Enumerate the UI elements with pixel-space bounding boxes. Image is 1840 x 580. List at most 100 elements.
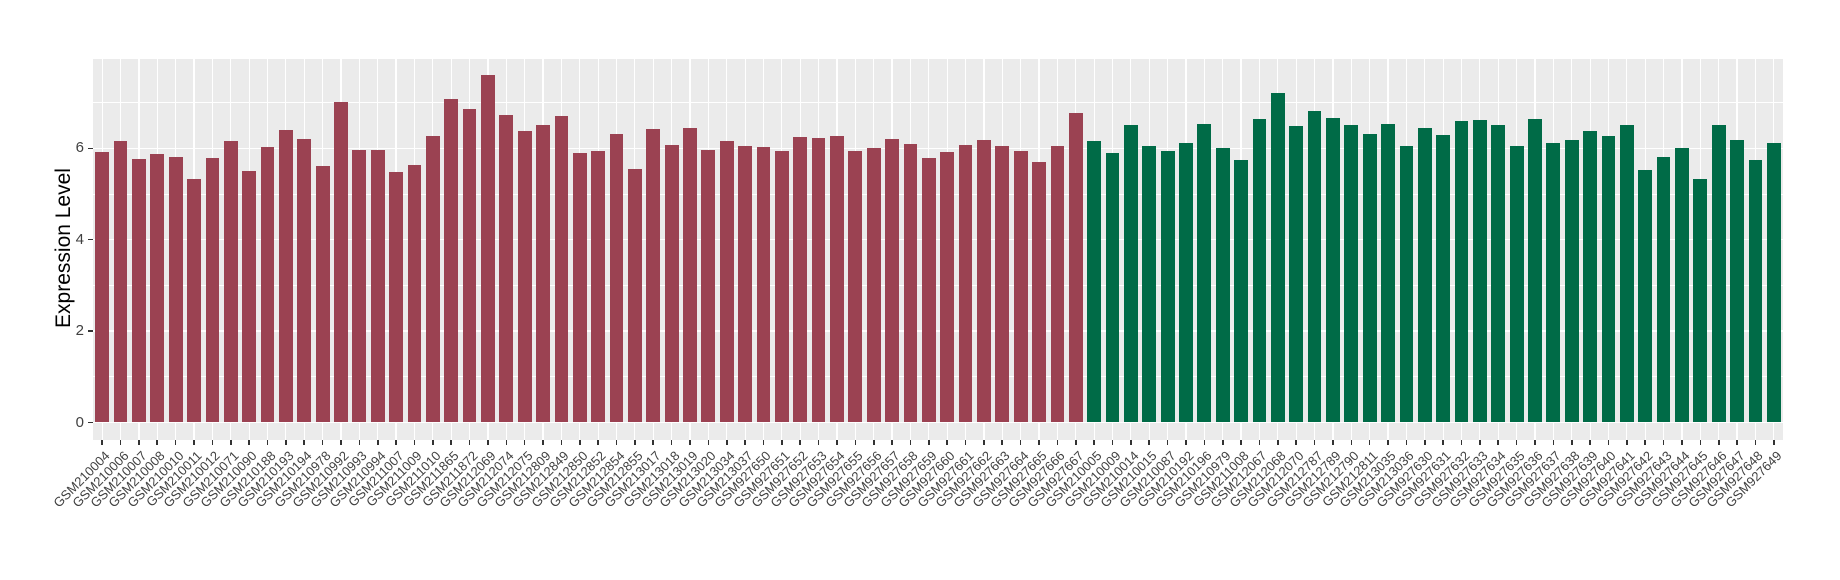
bar (774, 151, 789, 423)
bar (1399, 145, 1414, 423)
bar (334, 102, 348, 423)
bar (1050, 145, 1065, 423)
bar (1087, 141, 1102, 423)
bar (150, 153, 165, 423)
bar (187, 178, 201, 423)
bar (1601, 135, 1616, 423)
bar (1142, 145, 1157, 423)
x-tick-mark (1570, 440, 1573, 445)
bar (1656, 156, 1671, 423)
x-tick-mark (725, 440, 728, 445)
bar (132, 159, 146, 423)
bar (940, 151, 955, 423)
x-tick-mark (1093, 440, 1095, 445)
x-tick-mark (468, 440, 471, 445)
x-tick-mark (303, 440, 306, 445)
x-tick-mark (450, 440, 452, 445)
x-tick-mark (193, 440, 195, 445)
bar (609, 133, 624, 423)
gridline-major (93, 421, 1783, 424)
bar (1675, 147, 1689, 423)
x-tick-mark (340, 440, 342, 445)
x-tick-mark (1221, 440, 1224, 445)
bar (1381, 124, 1395, 423)
x-tick-mark (321, 440, 324, 445)
x-tick-mark (946, 440, 948, 445)
x-tick-mark (432, 440, 434, 445)
x-tick-mark (395, 440, 397, 445)
bar (389, 171, 403, 423)
bar (260, 147, 275, 423)
gridline-minor (93, 102, 1783, 103)
bar (1528, 119, 1542, 423)
bar (1215, 147, 1230, 423)
bar (1252, 119, 1267, 423)
x-tick-mark (872, 440, 875, 445)
x-tick-mark (928, 440, 930, 445)
bar (1307, 111, 1322, 423)
x-tick-mark (1626, 440, 1628, 445)
bar (1693, 179, 1708, 423)
bar (1583, 131, 1598, 423)
bar (1068, 112, 1083, 423)
x-tick-mark (1277, 440, 1279, 445)
bar (315, 166, 330, 423)
x-tick-mark (1038, 440, 1040, 445)
gridline-major (93, 238, 1783, 241)
bar (407, 164, 422, 423)
bar (536, 125, 550, 423)
bar (1491, 125, 1506, 423)
bar (425, 136, 440, 423)
bar (977, 139, 991, 423)
x-tick-mark (229, 440, 232, 445)
gridline-major (93, 147, 1783, 150)
bar (1436, 134, 1451, 423)
x-tick-mark (1662, 440, 1665, 445)
bar (242, 171, 257, 423)
x-tick-mark (1644, 440, 1647, 445)
x-tick-mark (744, 440, 746, 445)
x-tick-mark (101, 440, 103, 445)
x-tick-mark (891, 440, 893, 445)
bar (1362, 133, 1377, 423)
bar (591, 151, 606, 423)
y-tick-mark (88, 147, 93, 150)
x-tick-mark (156, 440, 159, 445)
x-tick-mark (1423, 440, 1426, 445)
gridline-major (93, 57, 1783, 59)
x-tick-mark (1552, 440, 1555, 445)
x-tick-mark (266, 440, 269, 445)
x-tick-mark (799, 440, 802, 445)
bar (278, 130, 293, 423)
x-tick-mark (1203, 440, 1206, 445)
x-tick-mark (1258, 440, 1261, 445)
bar (683, 128, 697, 423)
bar (1730, 139, 1744, 423)
bar (462, 108, 477, 423)
x-tick-mark (1074, 440, 1077, 445)
x-tick-mark (211, 440, 214, 445)
x-tick-mark (487, 440, 489, 445)
gridline-minor (93, 285, 1783, 286)
bar (1160, 150, 1175, 423)
y-tick-mark (88, 421, 93, 424)
bar (1197, 124, 1212, 423)
bar (297, 138, 312, 423)
gridline-minor (93, 376, 1783, 378)
x-tick-mark (670, 440, 673, 445)
y-tick-label: 4 (75, 230, 84, 248)
x-tick-mark (1387, 440, 1389, 445)
bar (572, 152, 587, 423)
gridline-minor (93, 193, 1783, 195)
x-tick-mark (1001, 440, 1004, 445)
x-tick-mark (1736, 440, 1738, 445)
bar (1748, 159, 1763, 423)
bar (738, 146, 753, 423)
x-tick-mark (523, 440, 526, 445)
x-tick-mark (1497, 440, 1500, 445)
x-tick-mark (1773, 440, 1775, 445)
bar (1234, 159, 1248, 423)
bar (793, 137, 808, 423)
bar (1454, 121, 1469, 423)
